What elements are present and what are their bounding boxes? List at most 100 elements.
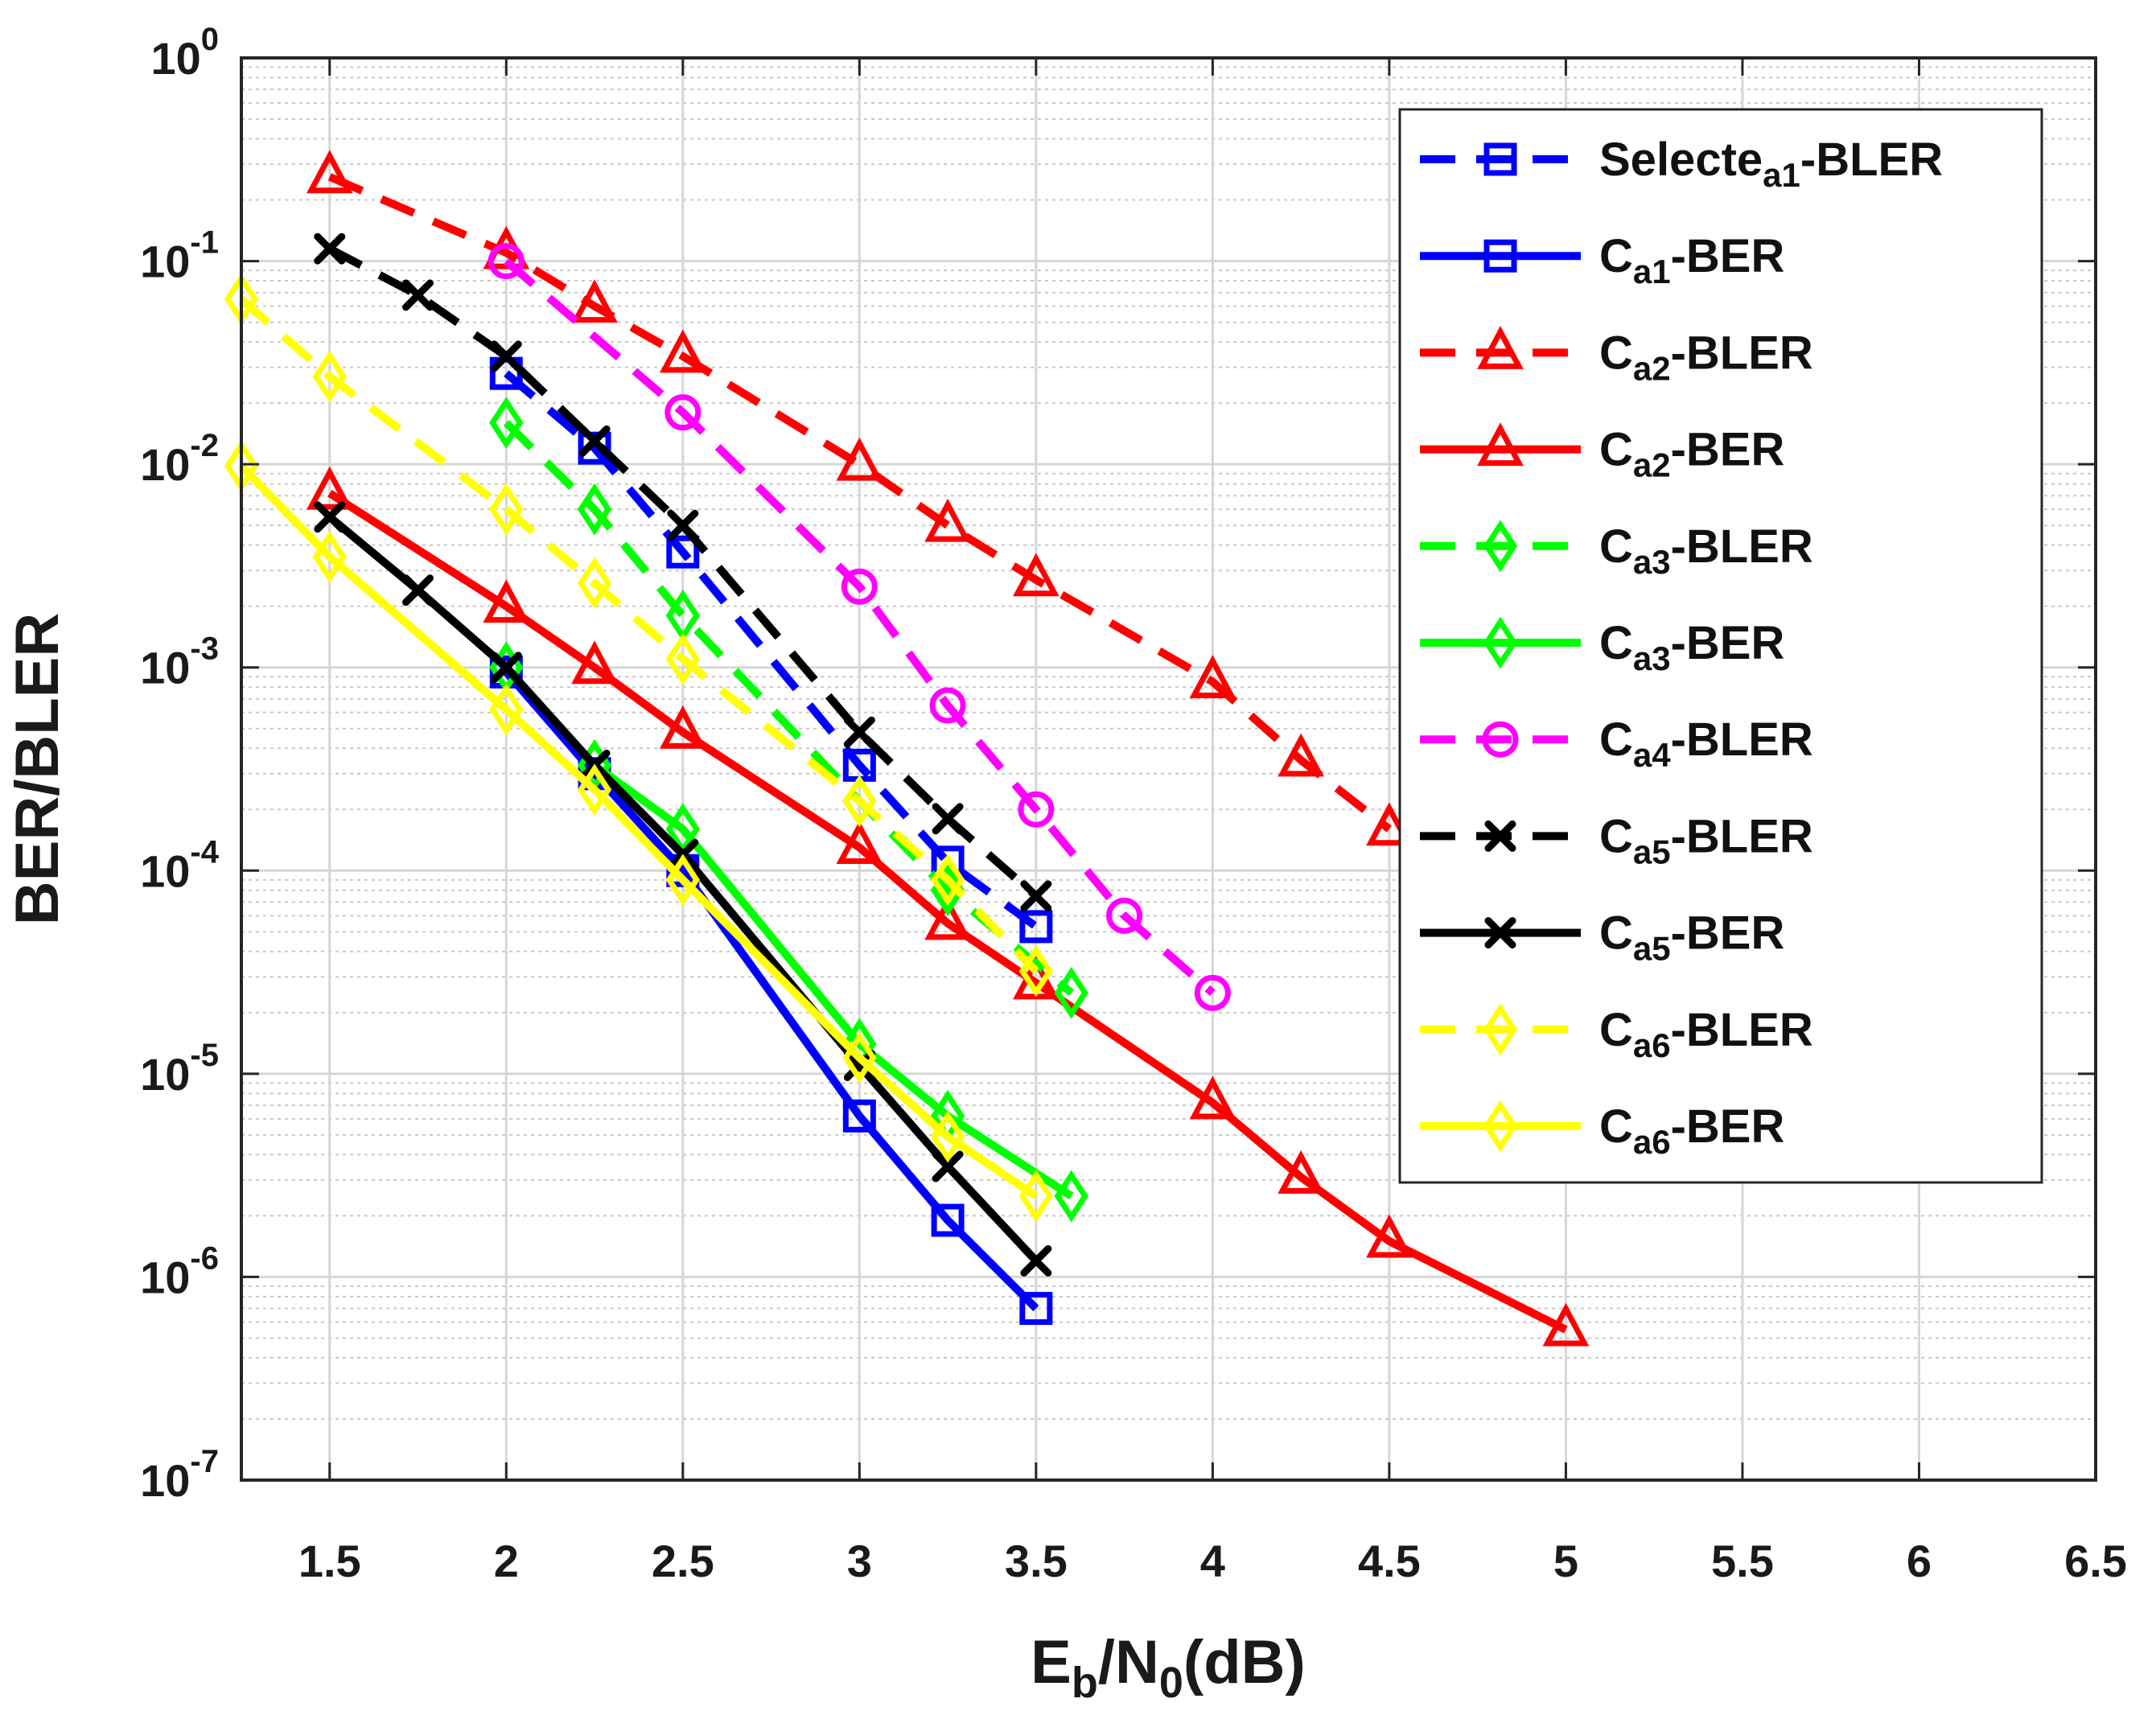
series-a4-bler — [488, 243, 1231, 1011]
data-point-a2-bler — [306, 150, 353, 194]
legend-marker-a3-bler — [1483, 520, 1518, 573]
legend-label-sub: a6 — [1633, 1026, 1671, 1064]
legend-label-tail: -BLER — [1800, 134, 1943, 186]
legend-marker-a2-ber — [1477, 422, 1524, 467]
legend-label-tail: -BLER — [1671, 810, 1813, 862]
legend-label-a5-ber: Ca5-BER — [1599, 907, 1784, 968]
y-tick-base: 10 — [140, 439, 190, 490]
data-point-a2-ber — [483, 579, 530, 623]
y-tick-base: 10 — [140, 1252, 190, 1302]
y-tick-base: 10 — [140, 1049, 190, 1100]
legend-item-a3-ber: Ca3-BER — [1420, 616, 1784, 677]
data-point-a4-bler — [488, 243, 525, 280]
data-point-a2-bler — [571, 279, 618, 323]
x-tick-label: 6 — [1907, 1536, 1932, 1586]
data-point-a2-bler — [924, 498, 971, 542]
legend-label-sub: a3 — [1633, 543, 1671, 581]
x-tick-label: 3 — [847, 1536, 872, 1586]
y-tick-exponent: 0 — [201, 22, 219, 57]
data-point-a2-ber — [306, 466, 353, 510]
data-point-a6-bler — [312, 350, 347, 403]
x-tick-label: 2.5 — [652, 1536, 714, 1586]
data-point-a5-bler — [843, 716, 875, 748]
data-point-a6-ber — [489, 683, 524, 736]
data-point-a2-ber — [1189, 1075, 1236, 1120]
x-axis-title-tail: (dB) — [1183, 1628, 1306, 1696]
y-tick-exponent: -3 — [190, 631, 219, 667]
data-point-a6-bler — [665, 632, 700, 685]
data-point-a5-bler — [667, 509, 699, 541]
y-tick-exponent: -2 — [190, 428, 219, 463]
data-point-a1-ber — [1019, 1292, 1053, 1326]
legend-label-main: C — [1599, 810, 1633, 862]
data-point-a2-bler — [1013, 553, 1059, 597]
data-point-a5-ber — [490, 652, 522, 684]
y-tick-label: 10-7 — [140, 1444, 219, 1506]
y-tick-label: 10-1 — [140, 225, 219, 287]
series-line-a4-bler — [504, 257, 1216, 997]
y-tick-exponent: -5 — [190, 1038, 219, 1073]
legend-items: Selectea1-BLERCa1-BERCa2-BLERCa2-BERCa3-… — [1420, 134, 1943, 1161]
data-point-a6-ber — [665, 853, 700, 907]
y-tick-exponent: -4 — [190, 834, 219, 870]
data-point-a6-ber — [842, 1031, 877, 1084]
data-point-a5-bler — [578, 425, 611, 457]
data-point-a5-ber — [402, 574, 434, 607]
legend-label-main: C — [1599, 327, 1633, 379]
data-point-a2-ber — [1366, 1214, 1413, 1258]
legend-item-a5-bler: Ca5-BLER — [1420, 810, 1813, 870]
data-point-a2-ber — [571, 640, 618, 685]
legend-label-a3-ber: Ca3-BER — [1599, 617, 1784, 677]
legend-marker-a6-bler — [1483, 1003, 1518, 1056]
data-point-a2-ber — [1542, 1302, 1590, 1347]
legend-label-tail: -BER — [1671, 230, 1785, 282]
series-layer — [224, 150, 1590, 1347]
y-tick-label: 10-6 — [140, 1240, 219, 1302]
legend-label-sub: a6 — [1633, 1123, 1671, 1161]
legend-label-tail: -BER — [1671, 907, 1785, 960]
data-point-a5-ber — [932, 1150, 964, 1182]
x-tick-label: 2 — [494, 1536, 519, 1586]
legend-label-main: C — [1599, 1004, 1633, 1056]
data-point-a5-bler — [402, 279, 434, 311]
x-tick-label: 3.5 — [1005, 1536, 1068, 1586]
legend-label-sub: a2 — [1633, 349, 1671, 387]
legend-marker-a5-ber — [1484, 917, 1516, 949]
data-point-a4-bler — [1018, 791, 1055, 828]
data-point-a4-bler — [929, 687, 966, 724]
legend-label-tail: -BLER — [1671, 1004, 1813, 1056]
data-point-a3-bler — [577, 483, 612, 536]
data-point-a4-bler — [841, 568, 878, 605]
legend-label-a5-bler: Ca5-BLER — [1599, 810, 1813, 870]
data-point-a2-ber — [1278, 1150, 1324, 1194]
legend-marker-a1-bler — [1483, 142, 1517, 176]
legend-label-tail: -BLER — [1671, 714, 1813, 766]
legend-marker-a6-ber — [1483, 1100, 1518, 1153]
x-tick-label: 4.5 — [1358, 1536, 1421, 1586]
data-point-a5-ber — [314, 501, 346, 533]
x-tick-label: 1.5 — [298, 1536, 361, 1586]
x-tick-label: 4 — [1200, 1536, 1225, 1586]
legend-label-sub: a3 — [1633, 640, 1671, 677]
data-point-a2-bler — [836, 437, 883, 481]
legend-label-sub: a4 — [1633, 736, 1671, 774]
y-tick-label: 10-4 — [140, 834, 220, 896]
series-a6-bler — [224, 273, 1054, 997]
y-tick-label: 10-5 — [140, 1038, 219, 1100]
legend-label-a6-ber: Ca6-BER — [1599, 1100, 1784, 1161]
y-axis-title: BER/BLER — [3, 613, 72, 925]
series-a5-bler — [314, 232, 1052, 912]
series-line-a2-bler — [327, 173, 1392, 833]
legend-label-a6-bler: Ca6-BLER — [1599, 1004, 1813, 1064]
y-tick-label: 100 — [150, 22, 219, 84]
data-point-a5-bler — [314, 232, 346, 265]
legend-label-a1-ber: Ca1-BER — [1599, 230, 1784, 290]
data-point-a2-bler — [1366, 802, 1413, 846]
legend-item-a5-ber: Ca5-BER — [1420, 907, 1784, 968]
y-tick-base: 10 — [140, 1455, 190, 1506]
legend-label-a2-bler: Ca2-BLER — [1599, 327, 1813, 387]
y-tick-exponent: -1 — [190, 225, 219, 261]
x-axis-ticks: 1.5 2 2.5 3 3.5 4 4.5 5 5.5 6 6.5 — [298, 58, 2127, 1586]
